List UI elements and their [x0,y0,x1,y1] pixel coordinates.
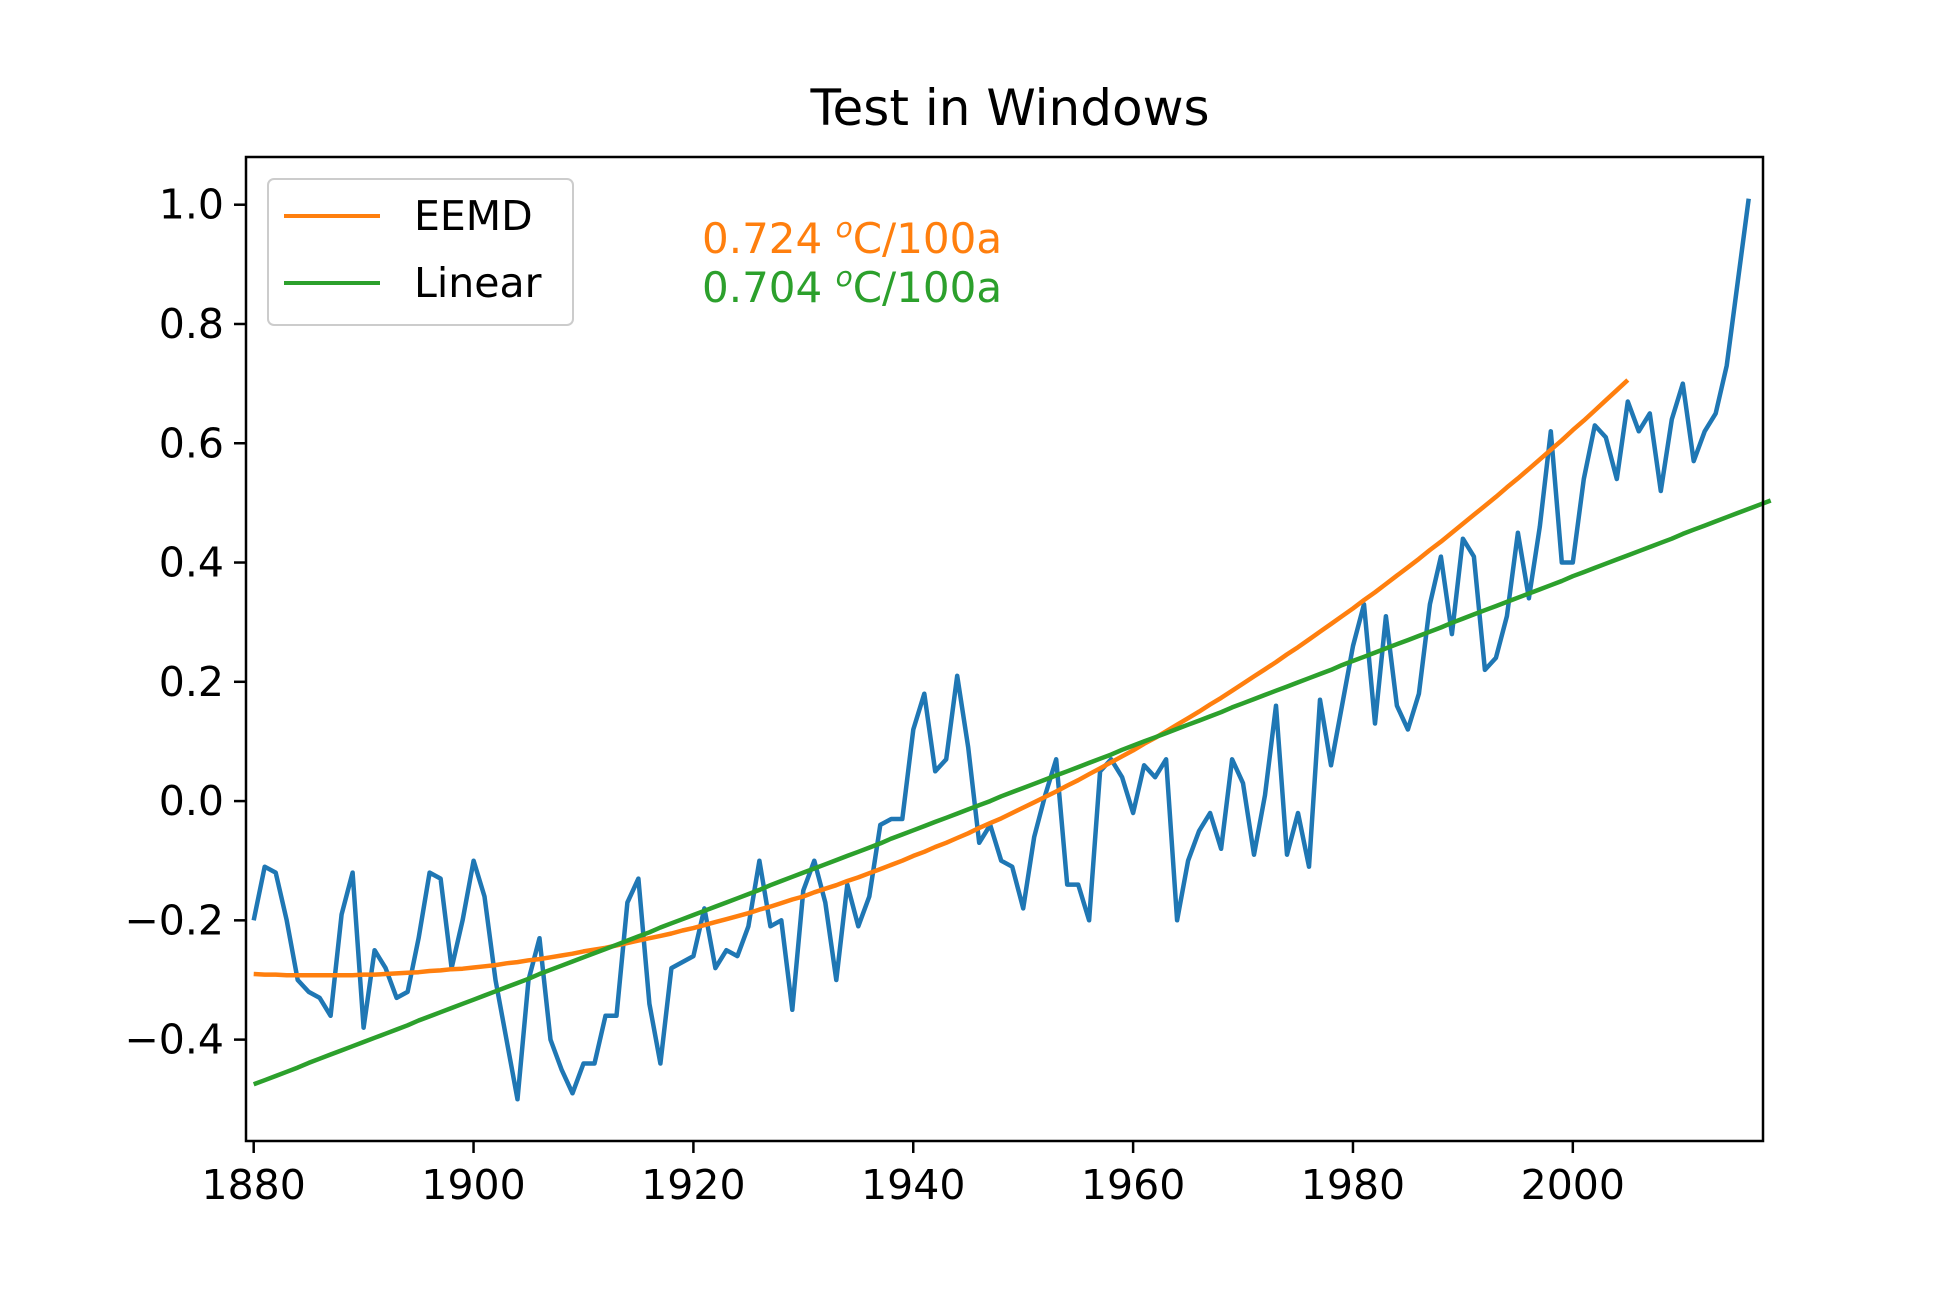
eemd-trend-line [253,378,1630,978]
chart-title: Test in Windows [809,79,1209,137]
legend: EEMD Linear [267,178,574,326]
x-tick-label: 1980 [1301,1161,1405,1209]
y-tick-label: 0.4 [159,539,224,587]
y-tick-label: 0.2 [159,658,224,706]
y-axis: −0.4 −0.2 0.0 0.2 0.4 0.6 0.8 1.0 [124,181,246,1064]
axes-frame [244,155,1765,1143]
y-tick-label: 0.0 [159,777,224,825]
eemd-trend-value: 0.724 [702,214,836,263]
x-tick-label: 1880 [202,1161,306,1209]
y-tick-label: −0.2 [124,896,224,944]
linear-trend-degree: o [836,260,853,293]
linear-trend-annotation: 0.704 oC/100a [702,260,1002,312]
x-axis: 1880 1900 1920 1940 1960 1980 2000 [202,1141,1625,1209]
x-tick-label: 1960 [1081,1161,1185,1209]
x-tick-label: 2000 [1521,1161,1625,1209]
linear-trend-unit: C/100a [853,263,1002,312]
temperature-anomaly-line [251,198,1751,1102]
eemd-trend-annotation: 0.724 oC/100a [702,211,1002,263]
legend-label-linear: Linear [414,259,542,307]
y-tick-label: 0.8 [159,300,224,348]
eemd-trend-unit: C/100a [853,214,1002,263]
y-tick-label: −0.4 [124,1016,224,1064]
legend-label-eemd: EEMD [414,192,533,240]
x-tick-label: 1940 [861,1161,965,1209]
eemd-trend-degree: o [836,211,853,244]
y-tick-label: 1.0 [159,181,224,229]
series-layer [251,198,1772,1102]
x-tick-label: 1920 [641,1161,745,1209]
x-tick-label: 1900 [421,1161,525,1209]
trend-annotations: 0.724 oC/100a 0.704 oC/100a [702,211,1002,312]
linear-trend-value: 0.704 [702,263,836,312]
plot-area: 1880 1900 1920 1940 1960 1980 2000 −0.4 −0.2 0.0… [124,155,1772,1209]
linear-trend-line [252,498,1772,1087]
y-tick-label: 0.6 [159,419,224,467]
